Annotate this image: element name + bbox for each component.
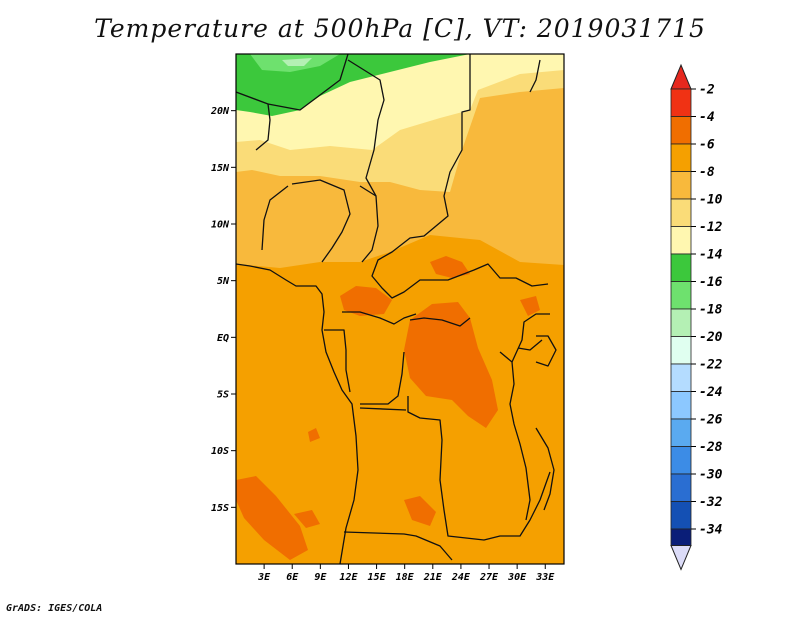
colorbar-swatch (670, 391, 692, 420)
colorbar-label: -24 (699, 385, 723, 400)
latitude-axis: 20N 15N 10N 5N EQ 5S 10S 15S (210, 106, 236, 514)
colorbar-label: -26 (699, 413, 723, 428)
country-borders (236, 54, 557, 564)
lat-tick-label: EQ (217, 333, 229, 344)
colorbar-label: -4 (699, 110, 715, 125)
lon-tick-label: 30E (507, 572, 527, 583)
colorbar-swatch (670, 226, 692, 255)
colorbar-legend: -2 -4 -6 -8 -10 -12 -14 -16 -18 -20 -22 -24 -26 -28 -3… (670, 63, 723, 571)
lat-tick-label: 15N (211, 163, 230, 174)
lat-tick-label: 20N (210, 106, 230, 117)
colorbar-swatch (670, 446, 692, 475)
temperature-field (236, 54, 564, 564)
colorbar-swatch (670, 363, 692, 392)
lon-tick-label: 12E (339, 572, 358, 583)
lon-tick-label: 6E (286, 572, 299, 583)
lon-tick-label: 18E (396, 572, 415, 583)
lat-tick-label: 15S (211, 503, 229, 514)
colorbar-swatch (670, 198, 692, 227)
colorbar-bottom-arrow (670, 545, 692, 571)
colorbar-label: -32 (699, 495, 723, 510)
lon-tick-label: 33E (535, 572, 555, 583)
lon-tick-label: 15E (368, 572, 387, 583)
colorbar-swatch (670, 418, 692, 447)
colorbar-label: -10 (699, 193, 723, 208)
colorbar-swatch (670, 336, 692, 365)
longitude-axis: 3E 6E 9E 12E 15E 18E 21E 24E 27E 30E 33E (257, 564, 555, 583)
colorbar-swatch (670, 88, 692, 117)
colorbar-swatch (670, 473, 692, 502)
colorbar-label: -28 (699, 440, 723, 455)
colorbar-label: -8 (699, 165, 715, 180)
lon-tick-label: 24E (451, 572, 471, 583)
colorbar-label: -34 (699, 523, 723, 538)
lon-tick-label: 21E (423, 572, 443, 583)
colorbar-label: -6 (699, 138, 715, 153)
lon-tick-label: 9E (314, 572, 327, 583)
colorbar-label: -16 (699, 275, 723, 290)
colorbar-swatch (670, 116, 692, 145)
colorbar-swatch (670, 143, 692, 172)
colorbar-label: -12 (699, 220, 723, 235)
map-title: Temperature at 500hPa [C], VT: 201903171… (94, 14, 706, 43)
lat-tick-label: 5N (217, 276, 230, 287)
colorbar-swatch (670, 308, 692, 337)
map-frame (235, 53, 565, 565)
colorbar-label: -30 (699, 468, 723, 483)
lat-tick-label: 10N (211, 220, 230, 231)
lon-tick-label: 27E (479, 572, 499, 583)
colorbar-label: -14 (699, 248, 723, 263)
lon-tick-label: 3E (257, 572, 271, 583)
colorbar-swatch (670, 253, 692, 282)
colorbar-swatch (670, 501, 692, 530)
colorbar-label: -22 (699, 358, 723, 373)
colorbar-top-arrow (670, 63, 692, 90)
colorbar-swatch (670, 528, 692, 546)
lat-tick-label: 5S (217, 390, 229, 401)
colorbar-label: -2 (699, 83, 715, 98)
colorbar-swatch (670, 281, 692, 310)
lat-tick-label: 10S (211, 446, 229, 457)
credit-label: GrADS: IGES/COLA (6, 603, 103, 614)
colorbar-label: -18 (699, 303, 723, 318)
colorbar-swatch (670, 171, 692, 200)
colorbar-label: -20 (699, 330, 723, 345)
